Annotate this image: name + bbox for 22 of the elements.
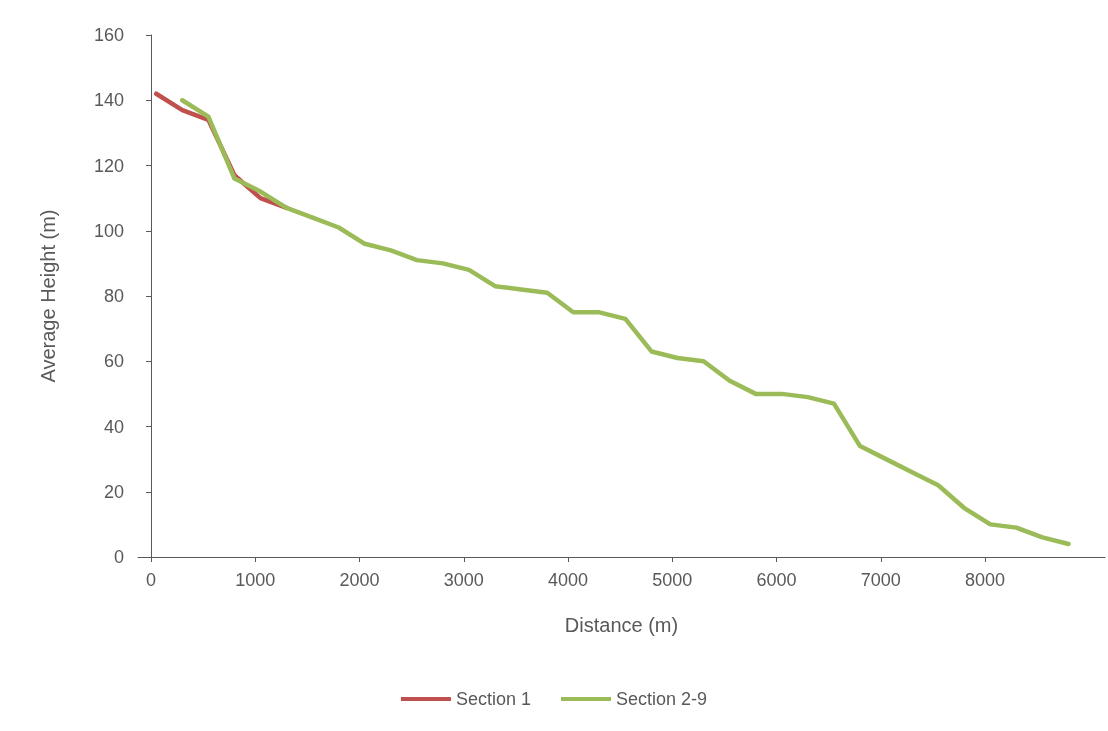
y-tick-label: 40 [103, 416, 124, 437]
x-tick-label: 2000 [339, 570, 380, 590]
x-axis-title: Distance (m) [564, 614, 679, 636]
x-tick-label: 4000 [548, 570, 589, 590]
x-tick-label: 6000 [756, 570, 797, 590]
x-tick-label: 1000 [235, 570, 276, 590]
y-tick-label: 120 [93, 155, 124, 176]
x-tick-label: 5000 [652, 570, 693, 590]
y-tick-label: 100 [93, 220, 124, 241]
y-axis-title: Average Height (m) [37, 209, 59, 383]
x-tick-label: 8000 [965, 570, 1006, 590]
x-tick-label: 7000 [860, 570, 901, 590]
y-tick-label: 80 [103, 286, 124, 306]
y-tick-label: 160 [93, 25, 124, 45]
x-tick-label: 0 [146, 570, 157, 590]
x-tick-label: 3000 [443, 570, 484, 590]
y-tick-label: 0 [113, 547, 124, 567]
legend-label: Section 1 [455, 689, 532, 709]
y-tick-label: 60 [103, 351, 124, 372]
y-tick-label: 140 [93, 90, 124, 111]
legend-label: Section 2-9 [616, 689, 708, 709]
y-tick-label: 20 [103, 481, 124, 502]
